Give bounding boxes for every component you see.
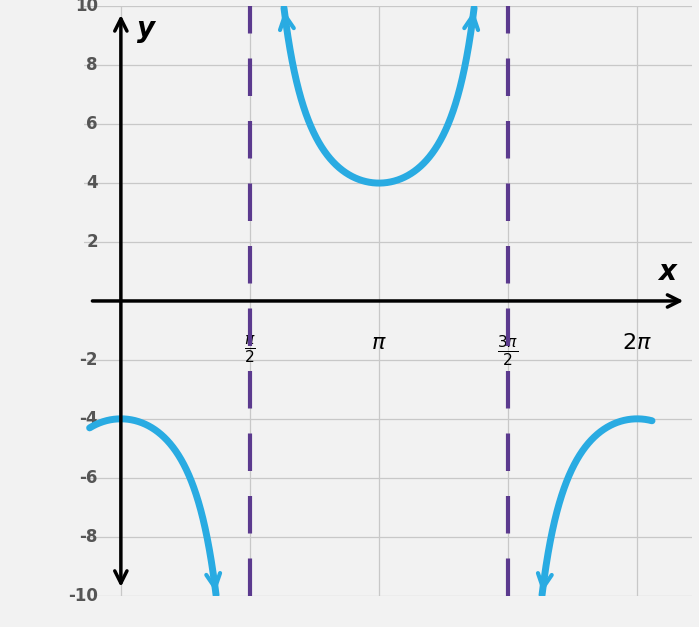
Text: -4: -4 — [80, 410, 98, 428]
Text: x: x — [658, 258, 675, 286]
Text: 6: 6 — [87, 115, 98, 133]
Text: 10: 10 — [75, 0, 98, 15]
Text: $2\pi$: $2\pi$ — [622, 334, 652, 354]
Text: -2: -2 — [80, 351, 98, 369]
Text: 4: 4 — [86, 174, 98, 192]
Text: $\frac{\pi}{2}$: $\frac{\pi}{2}$ — [244, 334, 256, 365]
Text: -8: -8 — [80, 528, 98, 545]
Text: $\pi$: $\pi$ — [371, 334, 387, 354]
Text: $\frac{3\pi}{2}$: $\frac{3\pi}{2}$ — [498, 334, 519, 368]
Text: -6: -6 — [80, 469, 98, 487]
Text: 2: 2 — [86, 233, 98, 251]
Text: -10: -10 — [68, 587, 98, 604]
Text: 8: 8 — [87, 56, 98, 74]
Text: y: y — [137, 15, 155, 43]
